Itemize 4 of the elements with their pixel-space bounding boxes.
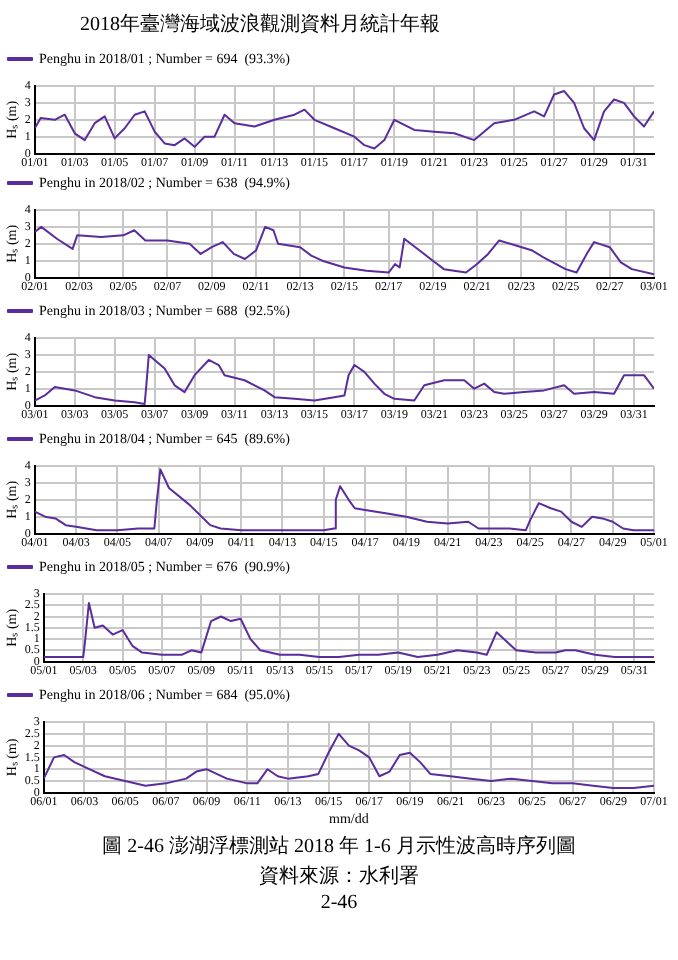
text: 2018年臺灣海域波浪觀測資料月統計年報 xyxy=(80,11,442,38)
caption: 圖 2-46 澎湖浮標測站 2018 年 1-6 月示性波高時序列圖 xyxy=(100,833,578,860)
text: 2-46 xyxy=(318,892,360,914)
source-note: 資料來源：水利署 xyxy=(257,863,421,890)
